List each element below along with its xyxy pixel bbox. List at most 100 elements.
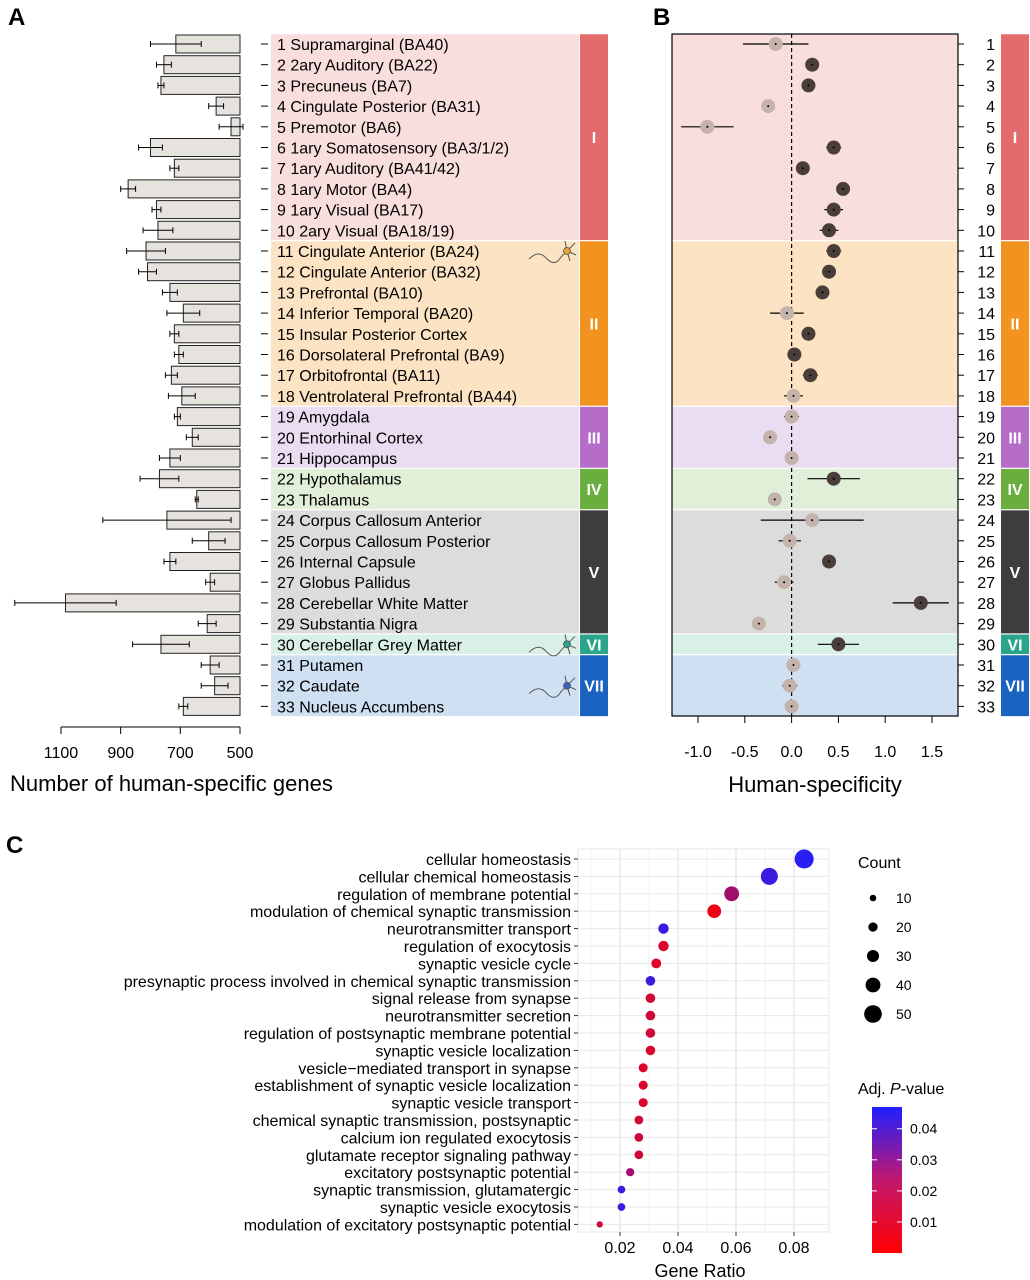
y-tick-label-b: 15 <box>977 327 995 344</box>
y-tick-label-b: 14 <box>977 306 995 323</box>
group-band-a-6 <box>271 655 579 717</box>
group-bar-b-5 <box>1001 634 1029 655</box>
y-tick-label-b: 5 <box>986 120 995 137</box>
group-band-a-0 <box>271 34 579 241</box>
region-label: 25 Corpus Callosum Posterior <box>277 534 491 551</box>
count-legend-title: Count <box>858 855 901 872</box>
group-label-a: IV <box>586 482 601 499</box>
term-label: neurotransmitter secretion <box>385 1009 571 1026</box>
term-point <box>645 976 656 986</box>
panel-letter-c: C <box>6 832 24 859</box>
point-center-b <box>788 539 791 542</box>
colorbar-label: 0.02 <box>910 1183 937 1199</box>
term-label: synaptic vesicle exocytosis <box>380 1200 571 1217</box>
neuron-icon <box>528 240 577 263</box>
point-center-b <box>821 291 824 294</box>
group-label-b: III <box>1008 430 1021 447</box>
count-legend-label: 10 <box>896 890 912 906</box>
x-tick-label-b: 0.5 <box>827 744 849 761</box>
bar-a <box>173 324 241 344</box>
region-label: 21 Hippocampus <box>277 451 397 468</box>
term-point <box>651 958 662 969</box>
point-center-b <box>919 601 922 604</box>
x-tick-label-b: -0.5 <box>731 744 759 761</box>
term-label: synaptic transmission, glutamatergic <box>313 1183 571 1200</box>
region-label: 3 Precuneus (BA7) <box>277 78 412 95</box>
pvalue-legend-title-italic: P <box>890 1081 901 1098</box>
bar-a <box>169 282 241 302</box>
region-label: 20 Entorhinal Cortex <box>277 430 423 447</box>
point-center-b <box>832 250 835 252</box>
point-center-b <box>790 457 793 459</box>
term-label: cellular chemical homeostasis <box>358 869 571 886</box>
region-label: 5 Premotor (BA6) <box>277 120 401 137</box>
term-label: excitatory postsynaptic potential <box>344 1165 571 1182</box>
colorbar-label: 0.01 <box>910 1214 937 1230</box>
y-tick-label-b: 23 <box>977 492 995 509</box>
group-label-a: V <box>589 565 600 582</box>
term-label: synaptic vesicle localization <box>375 1043 571 1060</box>
y-tick-label-b: 22 <box>977 472 995 489</box>
count-legend-dot <box>869 894 877 902</box>
term-point <box>626 1168 635 1177</box>
count-legend-dot <box>866 949 880 963</box>
point-center-b <box>811 519 814 522</box>
region-label: 17 Orbitofrontal (BA11) <box>277 368 440 385</box>
region-label: 16 Dorsolateral Prefrontal (BA9) <box>277 348 505 365</box>
y-tick-label-b: 3 <box>986 78 995 95</box>
x-axis-label-b: Human-specificity <box>728 772 902 797</box>
count-legend-label: 20 <box>896 919 912 935</box>
group-bar-b-4 <box>1001 510 1029 634</box>
point-center-b <box>832 208 835 211</box>
term-point <box>617 1185 626 1194</box>
y-tick-label-b: 27 <box>977 575 995 592</box>
point-center-b <box>767 105 770 108</box>
neuron-icon <box>528 675 577 698</box>
colorbar-label: 0.03 <box>910 1152 937 1168</box>
term-point <box>638 1098 648 1108</box>
bar-a <box>150 138 241 157</box>
region-label: 24 Corpus Callosum Anterior <box>277 513 482 530</box>
count-legend-dot <box>865 977 881 993</box>
region-label: 7 1ary Auditory (BA41/42) <box>277 161 460 178</box>
point-center-b <box>811 63 814 66</box>
point-center-b <box>785 312 788 315</box>
point-center-b <box>828 560 831 563</box>
region-label: 18 Ventrolateral Prefrontal (BA44) <box>277 389 517 406</box>
term-point <box>645 1028 656 1038</box>
group-band-b-6 <box>672 655 958 717</box>
y-tick-label-b: 7 <box>986 161 995 178</box>
count-legend-label: 40 <box>896 977 912 993</box>
group-band-b-1 <box>672 241 958 406</box>
term-point <box>724 886 740 902</box>
region-label: 31 Putamen <box>277 658 363 675</box>
region-label: 14 Inferior Temporal (BA20) <box>277 306 473 323</box>
pvalue-legend-title-suffix: -value <box>901 1081 945 1098</box>
region-label: 6 1ary Somatosensory (BA3/1/2) <box>277 141 509 158</box>
count-legend-dot <box>864 1005 882 1023</box>
y-tick-label-b: 19 <box>977 410 995 427</box>
x-tick-label-c: 0.06 <box>720 1240 751 1257</box>
term-label: signal release from synapse <box>372 991 571 1008</box>
plot-panel-c <box>577 848 830 1233</box>
region-label: 2 2ary Auditory (BA22) <box>277 58 438 75</box>
y-tick-label-b: 18 <box>977 389 995 406</box>
term-point <box>707 904 722 919</box>
y-tick-label-b: 13 <box>977 285 995 302</box>
bar-a <box>170 365 241 385</box>
point-center-b <box>788 684 791 687</box>
y-tick-label-b: 33 <box>977 699 995 716</box>
y-tick-label-b: 16 <box>977 348 995 365</box>
point-center-b <box>837 643 840 646</box>
count-legend-dot <box>868 922 878 932</box>
y-tick-label-b: 29 <box>977 617 995 634</box>
term-label: synaptic vesicle transport <box>391 1096 571 1113</box>
y-tick-label-b: 12 <box>977 265 995 282</box>
group-bar-b-1 <box>1001 241 1029 406</box>
group-label-b: VI <box>1007 637 1022 654</box>
point-center-b <box>842 187 845 190</box>
term-label: synaptic vesicle cycle <box>418 956 571 973</box>
bar-a <box>178 345 241 364</box>
group-bar-a-4 <box>580 510 608 634</box>
term-label: neurotransmitter transport <box>387 922 572 939</box>
